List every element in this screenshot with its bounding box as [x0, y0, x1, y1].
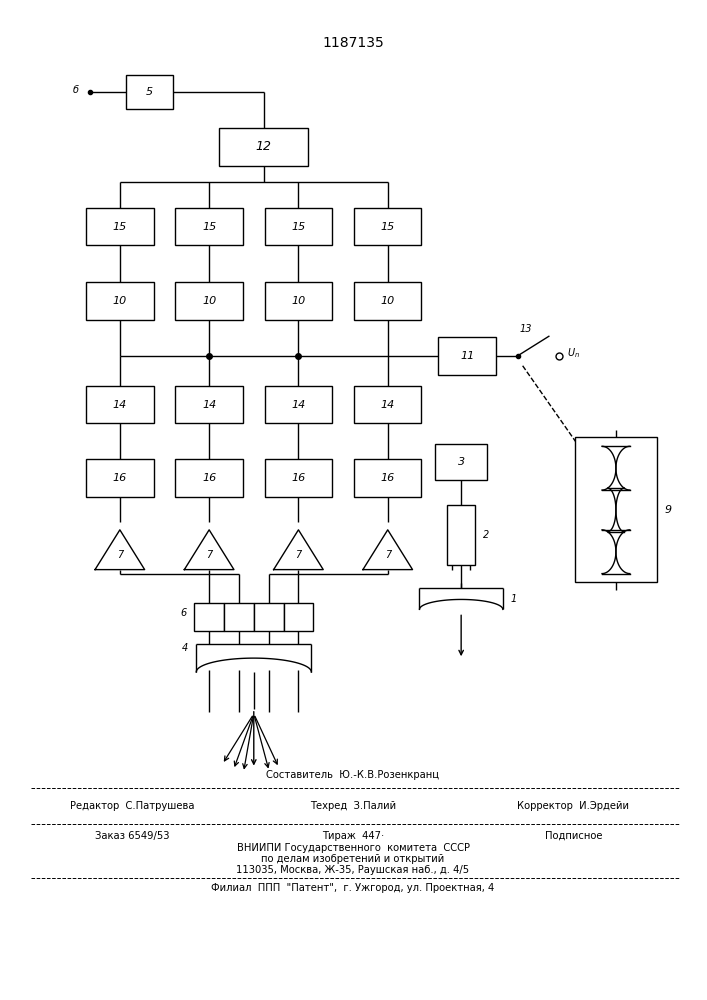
Bar: [264, 208, 332, 245]
Text: 14: 14: [112, 400, 127, 410]
Bar: [175, 208, 243, 245]
Bar: [175, 459, 243, 497]
Text: 10: 10: [112, 296, 127, 306]
Text: по делам изобретений и открытий: по делам изобретений и открытий: [262, 854, 445, 864]
Bar: [264, 386, 332, 423]
Bar: [354, 208, 421, 245]
Text: 10: 10: [291, 296, 305, 306]
Text: 113035, Москва, Ж-35, Раушская наб., д. 4/5: 113035, Москва, Ж-35, Раушская наб., д. …: [236, 865, 469, 875]
Text: 10: 10: [380, 296, 395, 306]
Text: 4: 4: [182, 643, 188, 653]
Bar: [219, 128, 308, 166]
Text: 7: 7: [296, 550, 302, 560]
Bar: [284, 603, 313, 631]
Bar: [86, 208, 153, 245]
Bar: [175, 386, 243, 423]
Text: 2: 2: [483, 530, 489, 540]
Bar: [194, 603, 224, 631]
Text: Составитель  Ю.-К.В.Розенкранц: Составитель Ю.-К.В.Розенкранц: [267, 770, 440, 780]
Text: 3: 3: [457, 457, 464, 467]
Text: 14: 14: [202, 400, 216, 410]
Bar: [438, 337, 496, 375]
Text: $U_n$: $U_n$: [567, 346, 580, 360]
Text: Заказ 6549/53: Заказ 6549/53: [95, 831, 169, 841]
Text: 1: 1: [510, 594, 517, 604]
Bar: [354, 459, 421, 497]
Bar: [448, 505, 475, 565]
Bar: [436, 444, 487, 480]
Bar: [126, 75, 173, 109]
Bar: [354, 282, 421, 320]
Bar: [86, 459, 153, 497]
Bar: [264, 282, 332, 320]
Bar: [224, 603, 254, 631]
Text: 12: 12: [256, 140, 271, 153]
Text: ВНИИПИ Государственного  комитета  СССР: ВНИИПИ Государственного комитета СССР: [237, 843, 469, 853]
Text: 16: 16: [112, 473, 127, 483]
Text: Техред  З.Палий: Техред З.Палий: [310, 801, 396, 811]
Text: 14: 14: [291, 400, 305, 410]
Text: 15: 15: [202, 222, 216, 232]
Text: 7: 7: [206, 550, 212, 560]
Text: Подписное: Подписное: [544, 831, 602, 841]
Text: 16: 16: [291, 473, 305, 483]
Text: 16: 16: [202, 473, 216, 483]
Bar: [264, 459, 332, 497]
Text: б: б: [72, 85, 78, 95]
Text: 13: 13: [520, 324, 532, 334]
Text: 15: 15: [112, 222, 127, 232]
Text: 9: 9: [665, 505, 672, 515]
Text: Тираж  447·: Тираж 447·: [322, 831, 384, 841]
Text: Редактор  С.Патрушева: Редактор С.Патрушева: [69, 801, 194, 811]
Text: 15: 15: [291, 222, 305, 232]
Bar: [354, 386, 421, 423]
Text: 16: 16: [380, 473, 395, 483]
Text: 7: 7: [385, 550, 391, 560]
Text: 5: 5: [146, 87, 153, 97]
Text: 10: 10: [202, 296, 216, 306]
Bar: [86, 282, 153, 320]
Bar: [86, 386, 153, 423]
Text: 11: 11: [460, 351, 474, 361]
Text: 15: 15: [380, 222, 395, 232]
Text: 1187135: 1187135: [322, 36, 384, 50]
Text: 7: 7: [117, 550, 123, 560]
Bar: [175, 282, 243, 320]
Text: Корректор  И.Эрдейи: Корректор И.Эрдейи: [518, 801, 629, 811]
Bar: [575, 437, 657, 582]
Text: 14: 14: [380, 400, 395, 410]
Text: 6: 6: [180, 608, 187, 618]
Bar: [254, 603, 284, 631]
Text: Филиал  ППП  "Патент",  г. Ужгород, ул. Проектная, 4: Филиал ППП "Патент", г. Ужгород, ул. Про…: [211, 883, 495, 893]
